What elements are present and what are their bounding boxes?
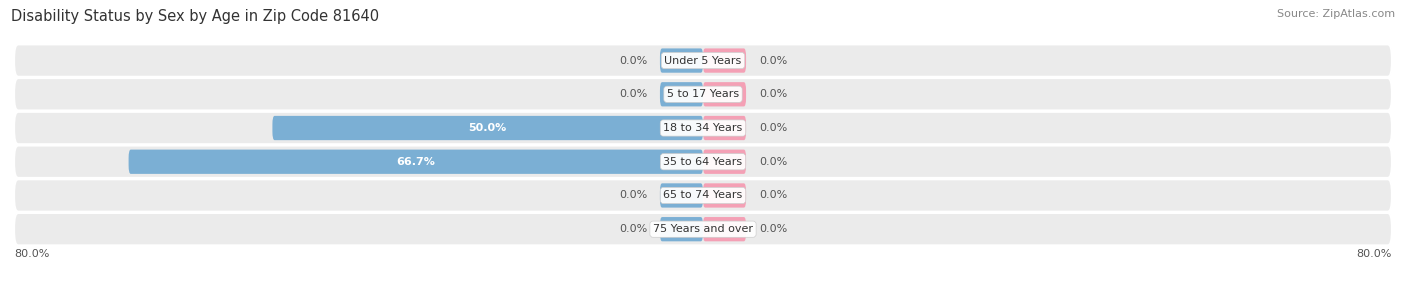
- Text: 0.0%: 0.0%: [619, 89, 647, 99]
- Text: 0.0%: 0.0%: [759, 157, 787, 167]
- Text: 0.0%: 0.0%: [759, 224, 787, 234]
- Text: 0.0%: 0.0%: [619, 56, 647, 66]
- FancyBboxPatch shape: [14, 44, 1392, 77]
- Text: Disability Status by Sex by Age in Zip Code 81640: Disability Status by Sex by Age in Zip C…: [11, 9, 380, 24]
- Text: 5 to 17 Years: 5 to 17 Years: [666, 89, 740, 99]
- Text: Under 5 Years: Under 5 Years: [665, 56, 741, 66]
- FancyBboxPatch shape: [14, 112, 1392, 144]
- FancyBboxPatch shape: [703, 48, 747, 73]
- FancyBboxPatch shape: [659, 217, 703, 241]
- Text: 0.0%: 0.0%: [759, 56, 787, 66]
- Text: 75 Years and over: 75 Years and over: [652, 224, 754, 234]
- FancyBboxPatch shape: [659, 82, 703, 106]
- FancyBboxPatch shape: [14, 145, 1392, 178]
- FancyBboxPatch shape: [703, 217, 747, 241]
- Text: 65 to 74 Years: 65 to 74 Years: [664, 190, 742, 200]
- Text: 0.0%: 0.0%: [759, 89, 787, 99]
- Legend: Male, Female: Male, Female: [641, 302, 765, 305]
- FancyBboxPatch shape: [659, 183, 703, 208]
- FancyBboxPatch shape: [14, 213, 1392, 246]
- FancyBboxPatch shape: [703, 116, 747, 140]
- FancyBboxPatch shape: [14, 78, 1392, 110]
- FancyBboxPatch shape: [703, 82, 747, 106]
- Text: 0.0%: 0.0%: [759, 123, 787, 133]
- FancyBboxPatch shape: [273, 116, 703, 140]
- Text: 18 to 34 Years: 18 to 34 Years: [664, 123, 742, 133]
- FancyBboxPatch shape: [128, 149, 703, 174]
- Text: Source: ZipAtlas.com: Source: ZipAtlas.com: [1277, 9, 1395, 19]
- Text: 80.0%: 80.0%: [14, 249, 49, 260]
- Text: 0.0%: 0.0%: [619, 224, 647, 234]
- Text: 0.0%: 0.0%: [759, 190, 787, 200]
- Text: 50.0%: 50.0%: [468, 123, 506, 133]
- FancyBboxPatch shape: [659, 48, 703, 73]
- FancyBboxPatch shape: [14, 179, 1392, 212]
- Text: 0.0%: 0.0%: [619, 190, 647, 200]
- Text: 35 to 64 Years: 35 to 64 Years: [664, 157, 742, 167]
- Text: 80.0%: 80.0%: [1357, 249, 1392, 260]
- FancyBboxPatch shape: [703, 149, 747, 174]
- Text: 66.7%: 66.7%: [396, 157, 436, 167]
- FancyBboxPatch shape: [703, 183, 747, 208]
